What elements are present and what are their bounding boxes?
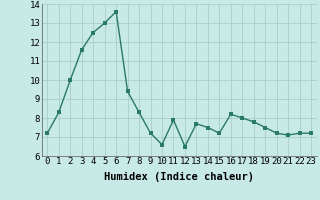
X-axis label: Humidex (Indice chaleur): Humidex (Indice chaleur): [104, 172, 254, 182]
